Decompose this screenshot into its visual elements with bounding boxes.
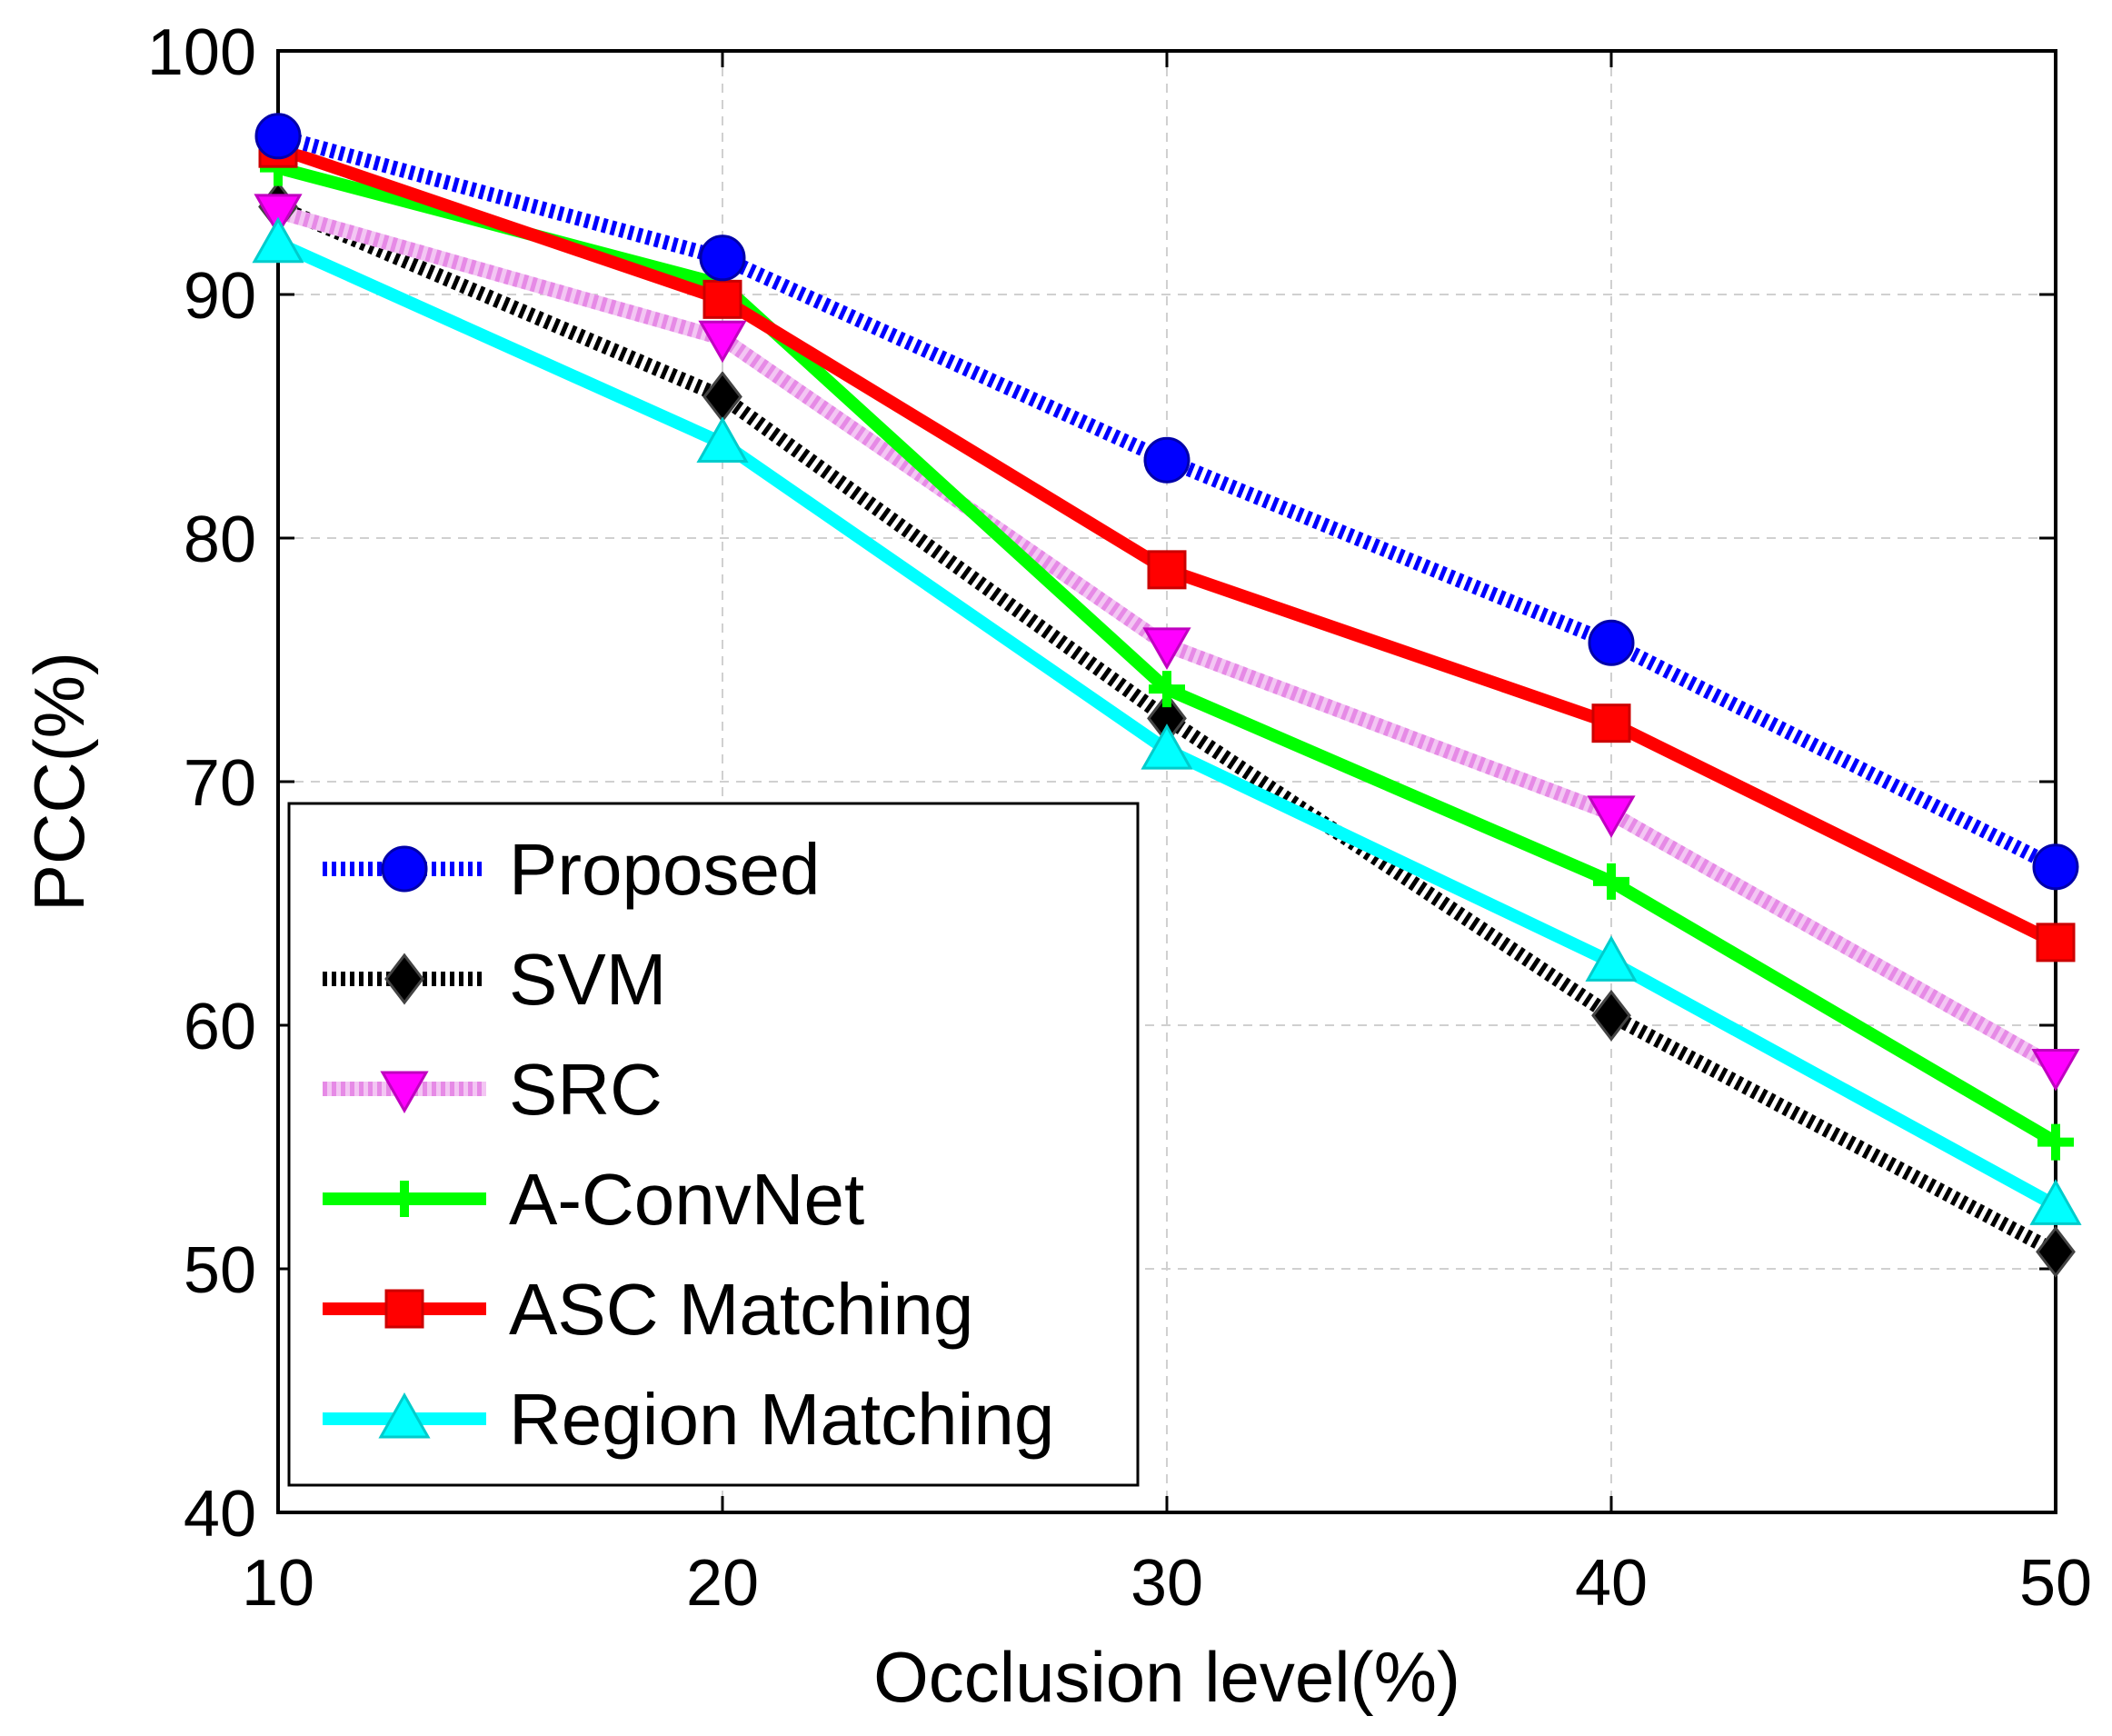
x-tick-label: 20 [686, 1547, 759, 1620]
legend-marker-src [380, 1071, 429, 1114]
legend-marker-svm [384, 953, 424, 1005]
series-markers-src [254, 194, 2080, 1092]
point-region-matching [2029, 1179, 2082, 1225]
legend-label-a-convnet: A-ConvNet [509, 1159, 864, 1240]
y-tick-label: 70 [184, 747, 256, 820]
x-tick-label: 50 [2019, 1547, 2092, 1620]
axis-ticks: 10 20 30 40 50 40 50 60 70 80 90 100 [147, 16, 2092, 1620]
legend-marker-a-convnet [386, 1181, 423, 1217]
point-svm [1591, 989, 1631, 1042]
legend-label-region-matching: Region Matching [509, 1379, 1054, 1460]
point-src [698, 320, 747, 364]
x-axis-title: Occlusion level(%) [873, 1637, 1460, 1717]
legend-item-asc-matching: ASC Matching [323, 1269, 973, 1350]
legend-item-svm: SVM [323, 939, 666, 1020]
point-asc-matching [2036, 923, 2076, 963]
legend-label-proposed: Proposed [509, 829, 820, 910]
point-svm [2036, 1225, 2076, 1278]
legend-item-region-matching: Region Matching [323, 1379, 1054, 1460]
point-region-matching [1141, 723, 1193, 770]
legend-item-a-convnet: A-ConvNet [323, 1159, 864, 1240]
legend-marker-asc-matching [384, 1289, 424, 1329]
series-markers [252, 113, 2082, 1278]
series-line-svm [278, 200, 2056, 1259]
legend-label-svm: SVM [509, 939, 666, 1020]
point-proposed [699, 234, 746, 282]
point-a-convnet [1593, 863, 1629, 900]
legend-box [287, 802, 1140, 1487]
y-tick-label: 80 [184, 504, 256, 576]
legend-marker-region-matching [378, 1392, 431, 1439]
point-region-matching [252, 216, 304, 264]
point-src [1142, 627, 1191, 670]
x-tick-label: 30 [1131, 1547, 1203, 1620]
point-src [254, 194, 303, 236]
point-asc-matching [1591, 703, 1631, 743]
point-proposed [1588, 619, 1635, 666]
y-tick-label: 60 [184, 991, 256, 1063]
point-src [2031, 1049, 2080, 1092]
series-markers-proposed [254, 113, 2079, 891]
legend-marker-proposed [381, 845, 428, 893]
point-proposed [2032, 843, 2079, 891]
y-tick-label: 100 [147, 16, 256, 89]
point-proposed [1143, 436, 1190, 484]
point-asc-matching [702, 279, 742, 319]
point-region-matching [696, 416, 749, 463]
series-markers-region-matching [252, 216, 2082, 1225]
point-src [1587, 795, 1636, 838]
legend-label-src: SRC [509, 1049, 662, 1130]
point-a-convnet [1149, 671, 1185, 708]
y-tick-label: 50 [184, 1234, 256, 1307]
legend-label-asc-matching: ASC Matching [509, 1269, 973, 1350]
point-region-matching [1585, 935, 1638, 982]
legend-item-src: SRC [323, 1049, 662, 1130]
point-proposed [254, 113, 302, 160]
legend-item-proposed: Proposed [323, 829, 820, 910]
y-axis-title: PCC(%) [19, 652, 99, 912]
x-tick-label: 40 [1575, 1547, 1648, 1620]
point-asc-matching [1147, 550, 1187, 590]
y-tick-label: 40 [184, 1478, 256, 1551]
legend: Proposed SVM SRC A-ConvNet ASC Matching Regio… [287, 802, 1140, 1487]
x-tick-label: 10 [242, 1547, 314, 1620]
y-tick-label: 90 [184, 260, 256, 333]
point-a-convnet [2037, 1123, 2074, 1161]
